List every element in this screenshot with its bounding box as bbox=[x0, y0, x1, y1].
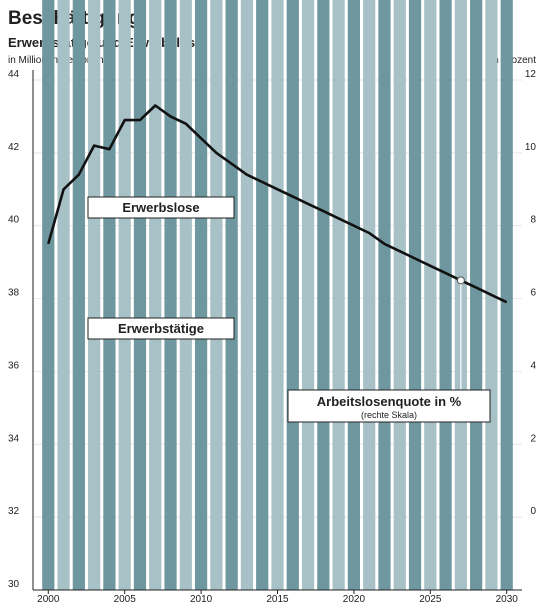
bar-segment bbox=[103, 0, 116, 590]
x-tick-label: 2000 bbox=[37, 594, 60, 605]
bar-segment bbox=[500, 0, 513, 591]
bar-segment bbox=[378, 0, 391, 591]
bar-segment bbox=[363, 0, 376, 590]
bar-segment bbox=[301, 0, 315, 591]
y2-axis-label: in Prozent bbox=[491, 55, 536, 66]
bar-segment bbox=[88, 0, 101, 590]
bar-segment bbox=[271, 0, 284, 591]
x-tick-label: 2030 bbox=[496, 594, 519, 605]
bar-segment bbox=[118, 0, 131, 591]
y-tick-label: 30 bbox=[8, 579, 20, 590]
y2-tick-label: 6 bbox=[530, 288, 536, 299]
bar-segment bbox=[408, 0, 422, 590]
series-label: Arbeitslosenquote in % bbox=[317, 394, 462, 409]
x-tick-label: 2020 bbox=[343, 594, 366, 605]
plot-area: 30 32 34 36 38 40 42 44 0 2 4 6 8 10 12 2000 2005 2010 201… bbox=[8, 0, 536, 605]
line-series bbox=[47, 104, 508, 304]
bar-segment bbox=[332, 0, 345, 590]
bar-segment bbox=[149, 0, 162, 590]
series-label: Erwerbstätige bbox=[118, 321, 204, 336]
bar-segment bbox=[347, 0, 361, 591]
bar-segment bbox=[256, 0, 269, 591]
bar-segment bbox=[164, 0, 177, 590]
bar-segment bbox=[393, 0, 406, 590]
y-tick-label: 38 bbox=[8, 288, 20, 299]
label-box bbox=[87, 317, 235, 340]
label-box bbox=[87, 196, 235, 219]
y-tick-label: 44 bbox=[8, 69, 20, 80]
bar-segment bbox=[470, 0, 483, 591]
annotations: Erwerbslose Erwerbstätige Arbeitslosenqu… bbox=[87, 196, 491, 423]
x-tick-label: 2015 bbox=[266, 594, 289, 605]
bar-segment bbox=[240, 0, 254, 591]
bar-segment bbox=[210, 0, 223, 590]
y-tick-label: 42 bbox=[8, 142, 20, 153]
bar-segment bbox=[439, 0, 452, 590]
y2-tick-label: 10 bbox=[525, 142, 537, 153]
bar-segment bbox=[133, 0, 147, 591]
y2-tick-label: 0 bbox=[530, 506, 536, 517]
bar-segment bbox=[42, 0, 55, 591]
x-tick-label: 2005 bbox=[114, 594, 137, 605]
y-tick-label: 34 bbox=[8, 433, 20, 444]
y2-tick-label: 12 bbox=[525, 69, 537, 80]
y-axis-label: in Millionen Personen bbox=[8, 55, 104, 66]
y2-tick-label: 4 bbox=[530, 360, 536, 371]
line-marker bbox=[456, 276, 465, 285]
y2-tick-label: 2 bbox=[530, 433, 536, 444]
bar-segment bbox=[72, 0, 85, 590]
bar-segment bbox=[286, 0, 299, 591]
series-label: Erwerbslose bbox=[122, 200, 199, 215]
annotation: (rechte Skala) bbox=[361, 410, 417, 420]
bar-segment bbox=[225, 0, 238, 590]
y-tick-label: 40 bbox=[8, 215, 20, 226]
bar-segment bbox=[317, 0, 330, 590]
y-tick-label: 32 bbox=[8, 506, 20, 517]
bar-segment bbox=[424, 0, 437, 591]
y2-tick-label: 8 bbox=[530, 215, 536, 226]
bar-segment bbox=[179, 0, 192, 591]
bar-segment bbox=[194, 0, 208, 590]
label-box bbox=[287, 389, 491, 423]
x-tick-label: 2010 bbox=[190, 594, 213, 605]
bar-segment bbox=[57, 0, 70, 590]
y-tick-label: 36 bbox=[8, 360, 20, 371]
x-tick-label: 2025 bbox=[419, 594, 442, 605]
